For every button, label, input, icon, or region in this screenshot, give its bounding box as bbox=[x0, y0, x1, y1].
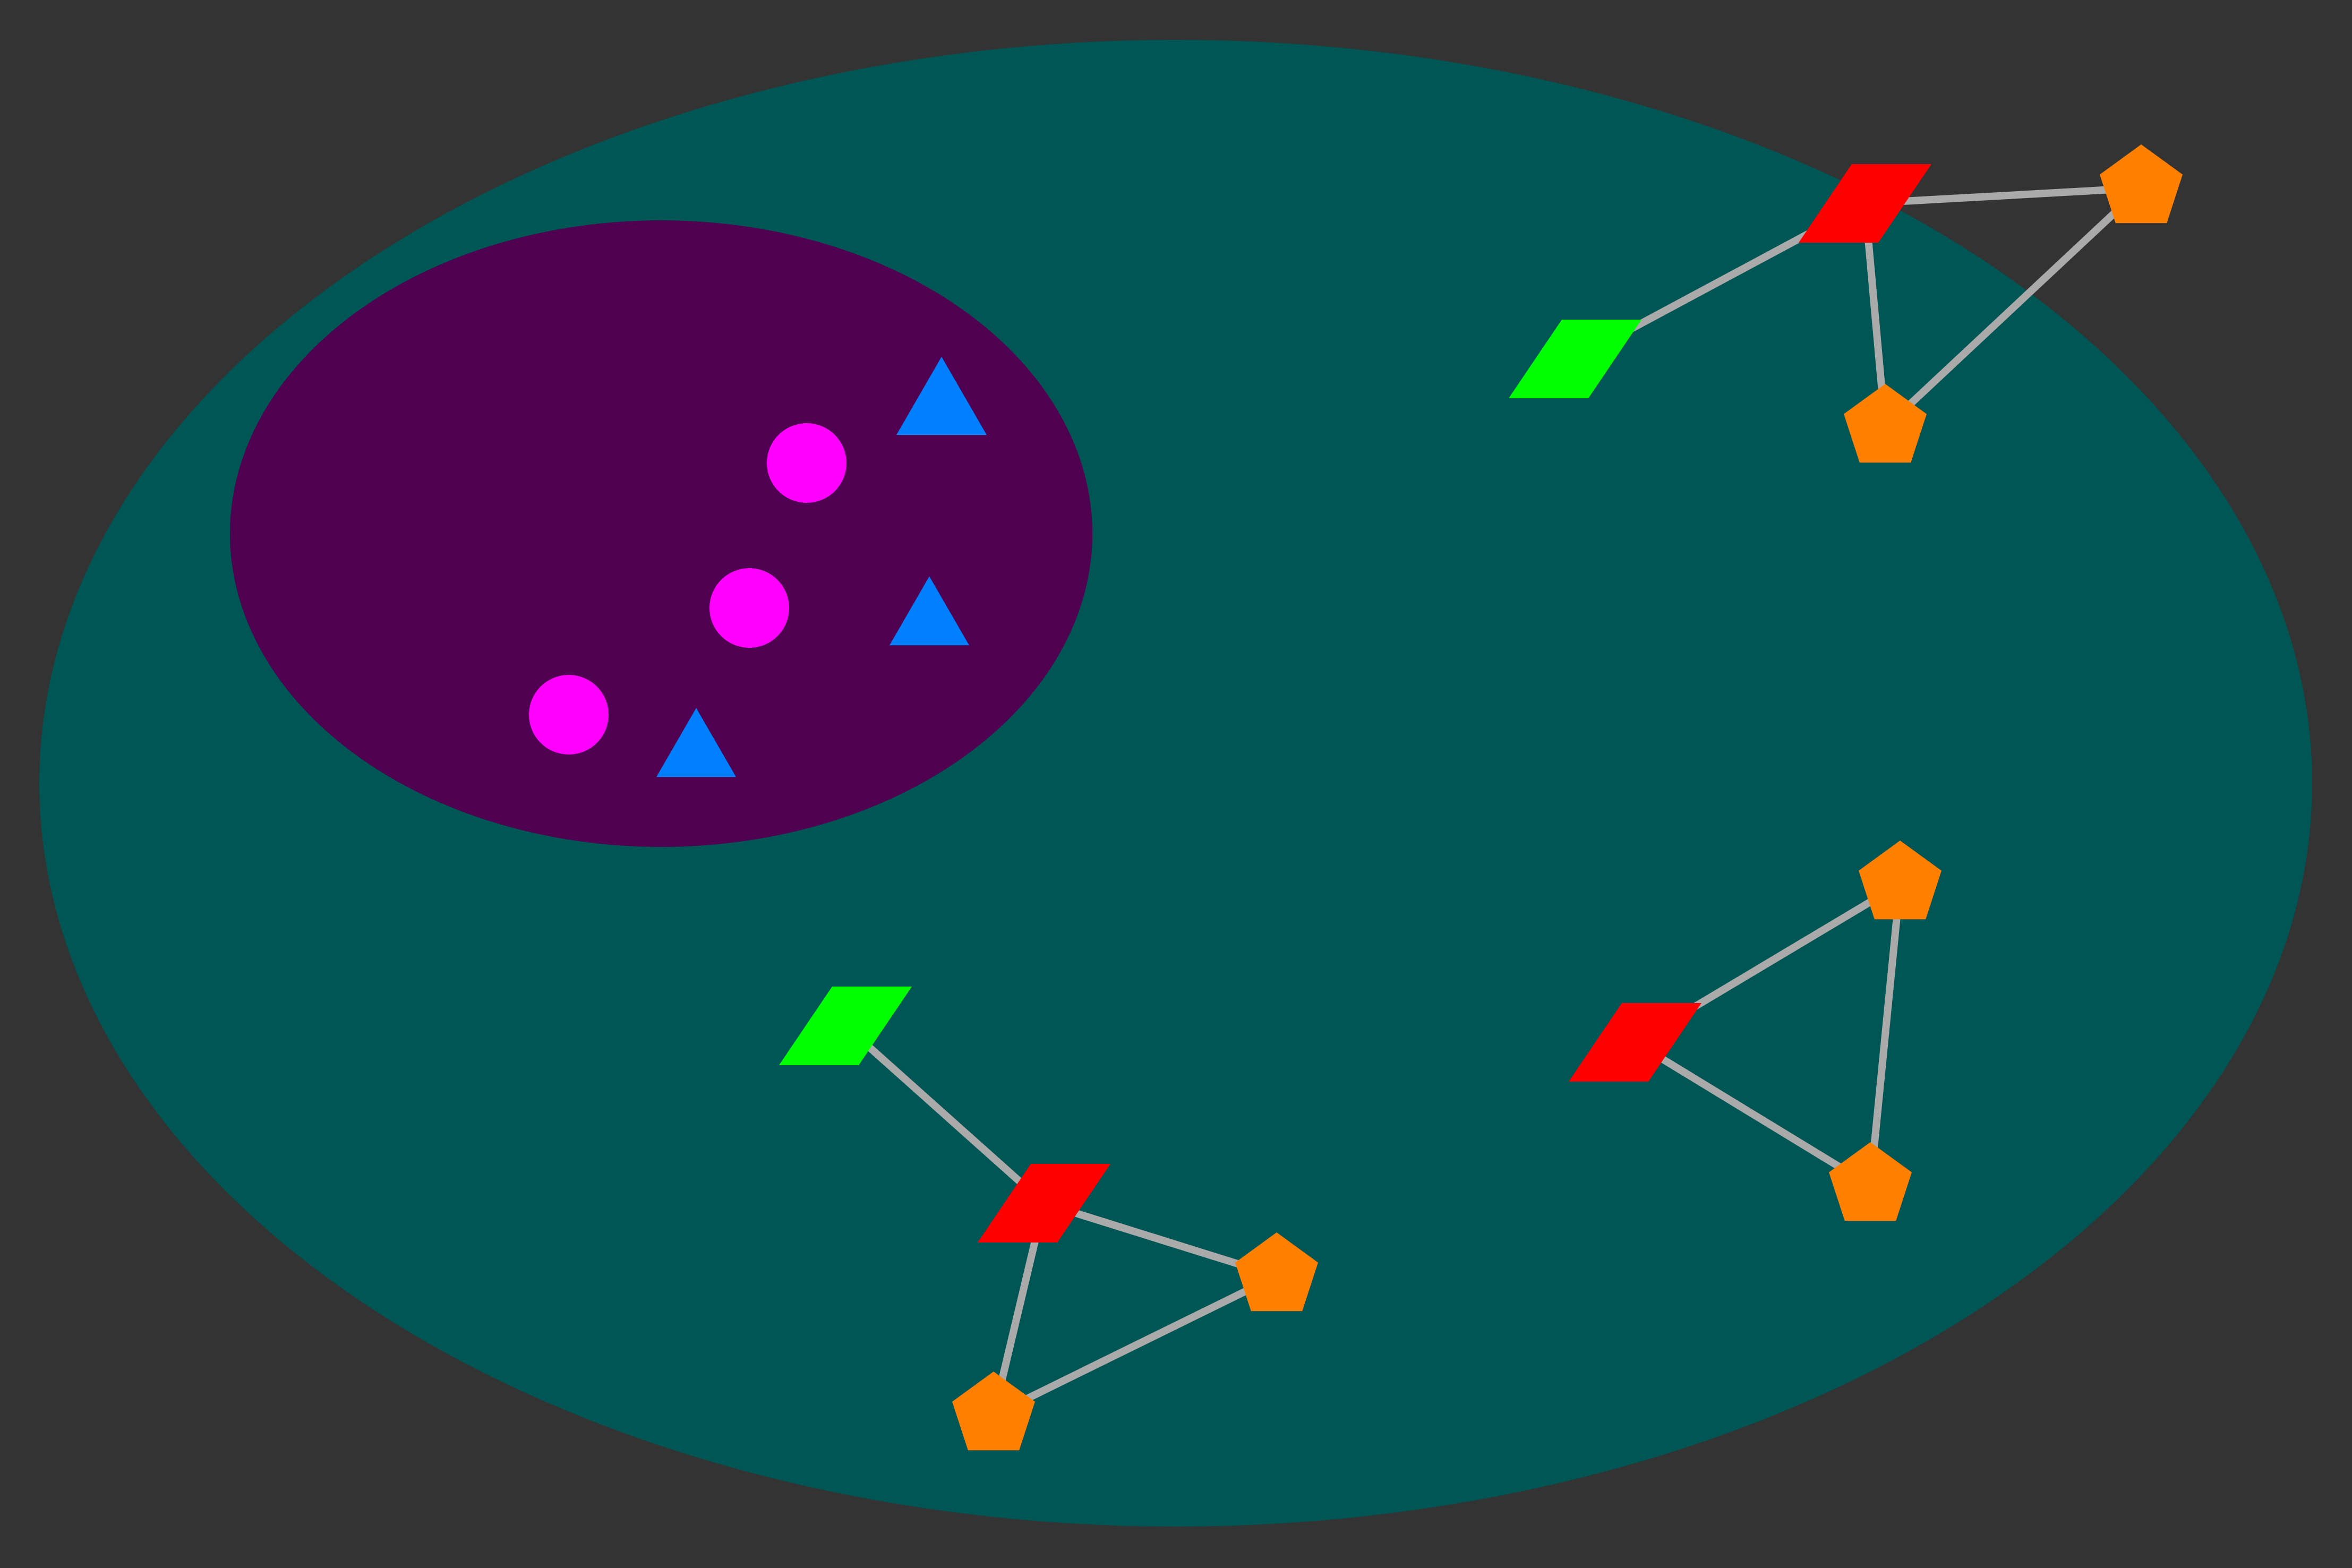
nodes-layer bbox=[529, 144, 2183, 1451]
green-parallelogram-node bbox=[779, 987, 912, 1065]
edge-bl-pent-a-bl-pent-b bbox=[990, 1272, 1280, 1419]
blue-triangle-node bbox=[896, 356, 987, 435]
orange-pentagon-node bbox=[2100, 144, 2183, 224]
red-parallelogram-node bbox=[1569, 1003, 1701, 1082]
magenta-circle-node bbox=[529, 675, 609, 755]
red-parallelogram-node bbox=[1799, 164, 1931, 243]
magenta-circle-node bbox=[767, 423, 846, 503]
edge-br-pent-a-br-pent-b bbox=[1867, 880, 1904, 1189]
orange-pentagon-node bbox=[1859, 841, 1942, 920]
edge-br-red-br-pent-b bbox=[1631, 1039, 1874, 1189]
orange-pentagon-node bbox=[1235, 1232, 1318, 1312]
edge-bl-green-bl-red bbox=[842, 1022, 1048, 1207]
edge-tr-pent-a-tr-pent-b bbox=[1881, 184, 2145, 431]
red-parallelogram-node bbox=[978, 1164, 1110, 1243]
edge-tr-red-tr-pent-a bbox=[1861, 184, 2145, 207]
blue-triangle-node bbox=[656, 708, 736, 777]
inner-region bbox=[230, 220, 1092, 847]
blue-triangle-node bbox=[890, 576, 969, 646]
orange-pentagon-node bbox=[1844, 384, 1927, 463]
green-parallelogram-node bbox=[1509, 320, 1641, 398]
outer-region bbox=[39, 40, 2312, 1527]
magenta-circle-node bbox=[709, 568, 789, 648]
orange-pentagon-node bbox=[1829, 1142, 1912, 1221]
orange-pentagon-node bbox=[952, 1372, 1035, 1451]
